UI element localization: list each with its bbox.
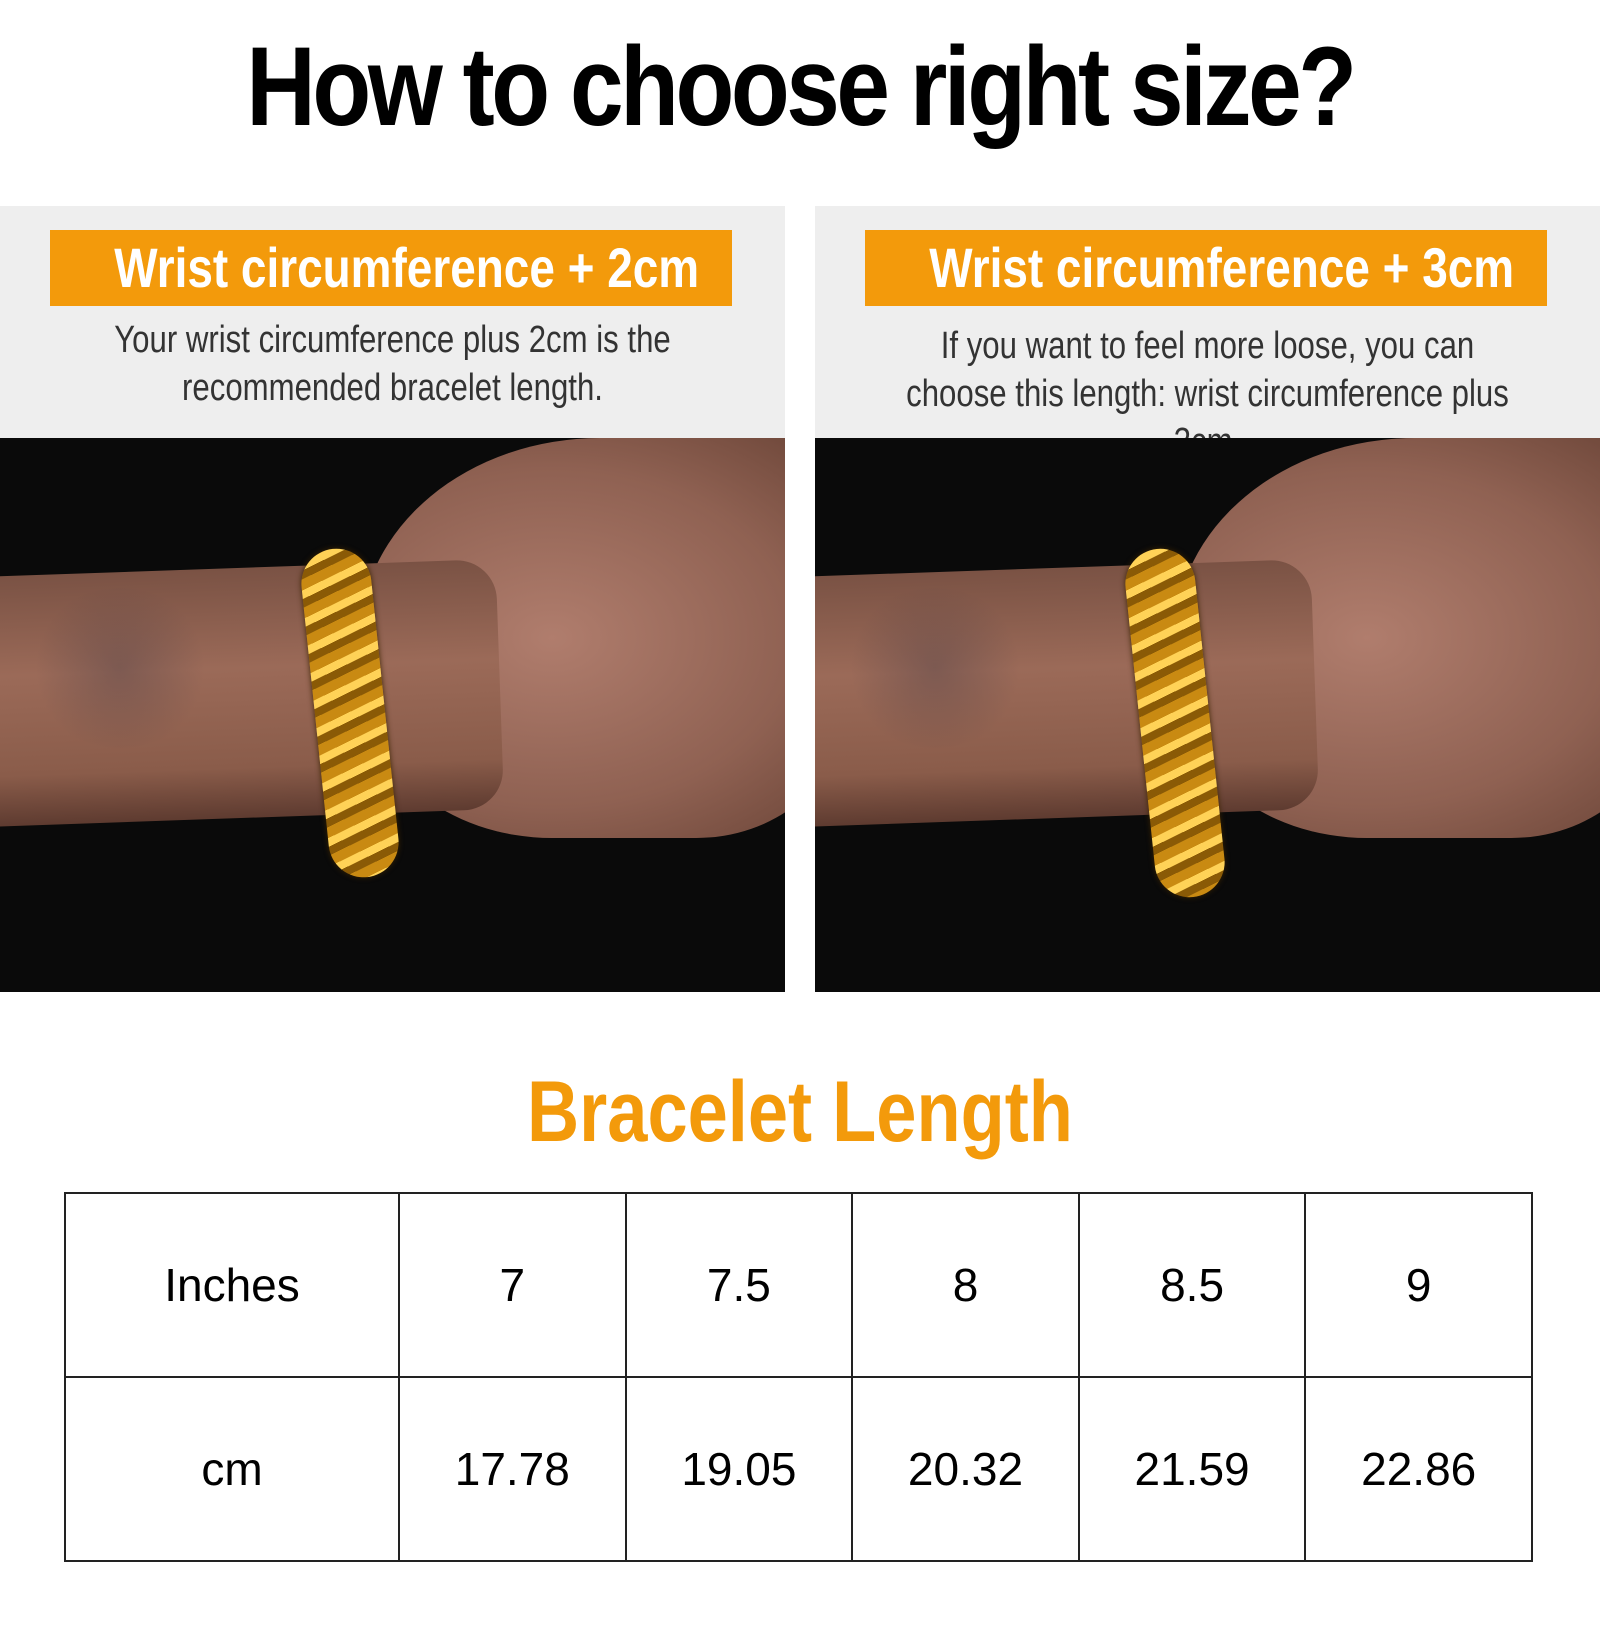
tattoo (845, 588, 1025, 748)
panel-plus-2cm: Wrist circumference + 2cm Your wrist cir… (0, 206, 785, 992)
panel-description: If you want to feel more loose, you can … (835, 322, 1580, 466)
table-row-inches: Inches 7 7.5 8 8.5 9 (64, 1192, 1533, 1378)
table-cell: 7 (398, 1192, 627, 1378)
badge-text: Wrist circumference + 2cm (114, 236, 700, 299)
panel-badge: Wrist circumference + 2cm (50, 230, 732, 306)
size-table-title: Bracelet Length (0, 1063, 1600, 1162)
panel-header: Wrist circumference + 3cm If you want to… (815, 206, 1600, 463)
table-cell: 7.5 (624, 1192, 854, 1378)
table-cell: 8 (851, 1192, 1080, 1378)
table-cell: 19.05 (624, 1376, 854, 1562)
table-cell: 17.78 (398, 1376, 627, 1562)
panel-badge: Wrist circumference + 3cm (865, 230, 1547, 306)
table-cell: 9 (1304, 1192, 1533, 1378)
tattoo (30, 588, 210, 748)
badge-text: Wrist circumference + 3cm (929, 236, 1515, 299)
panel-header: Wrist circumference + 2cm Your wrist cir… (0, 206, 785, 438)
table-cell: 20.32 (851, 1376, 1080, 1562)
table-row-cm: cm 17.78 19.05 20.32 21.59 22.86 (64, 1376, 1533, 1562)
size-table: Inches 7 7.5 8 8.5 9 cm 17.78 19.05 20.3… (64, 1192, 1533, 1562)
table-cell: 21.59 (1077, 1376, 1307, 1562)
description-text: If you want to feel more loose, you can … (906, 325, 1509, 463)
size-table-title-text: Bracelet Length (527, 1064, 1073, 1160)
wrist-photo (815, 438, 1600, 992)
row-label: cm (64, 1376, 400, 1562)
row-label: Inches (64, 1192, 400, 1378)
page-title: How to choose right size? (246, 24, 1357, 149)
table-cell: 8.5 (1077, 1192, 1307, 1378)
wrist-photo (0, 438, 785, 992)
panel-description: Your wrist circumference plus 2cm is the… (20, 316, 765, 412)
table-cell: 22.86 (1304, 1376, 1533, 1562)
description-text: Your wrist circumference plus 2cm is the… (114, 319, 671, 409)
panel-plus-3cm: Wrist circumference + 3cm If you want to… (815, 206, 1600, 992)
